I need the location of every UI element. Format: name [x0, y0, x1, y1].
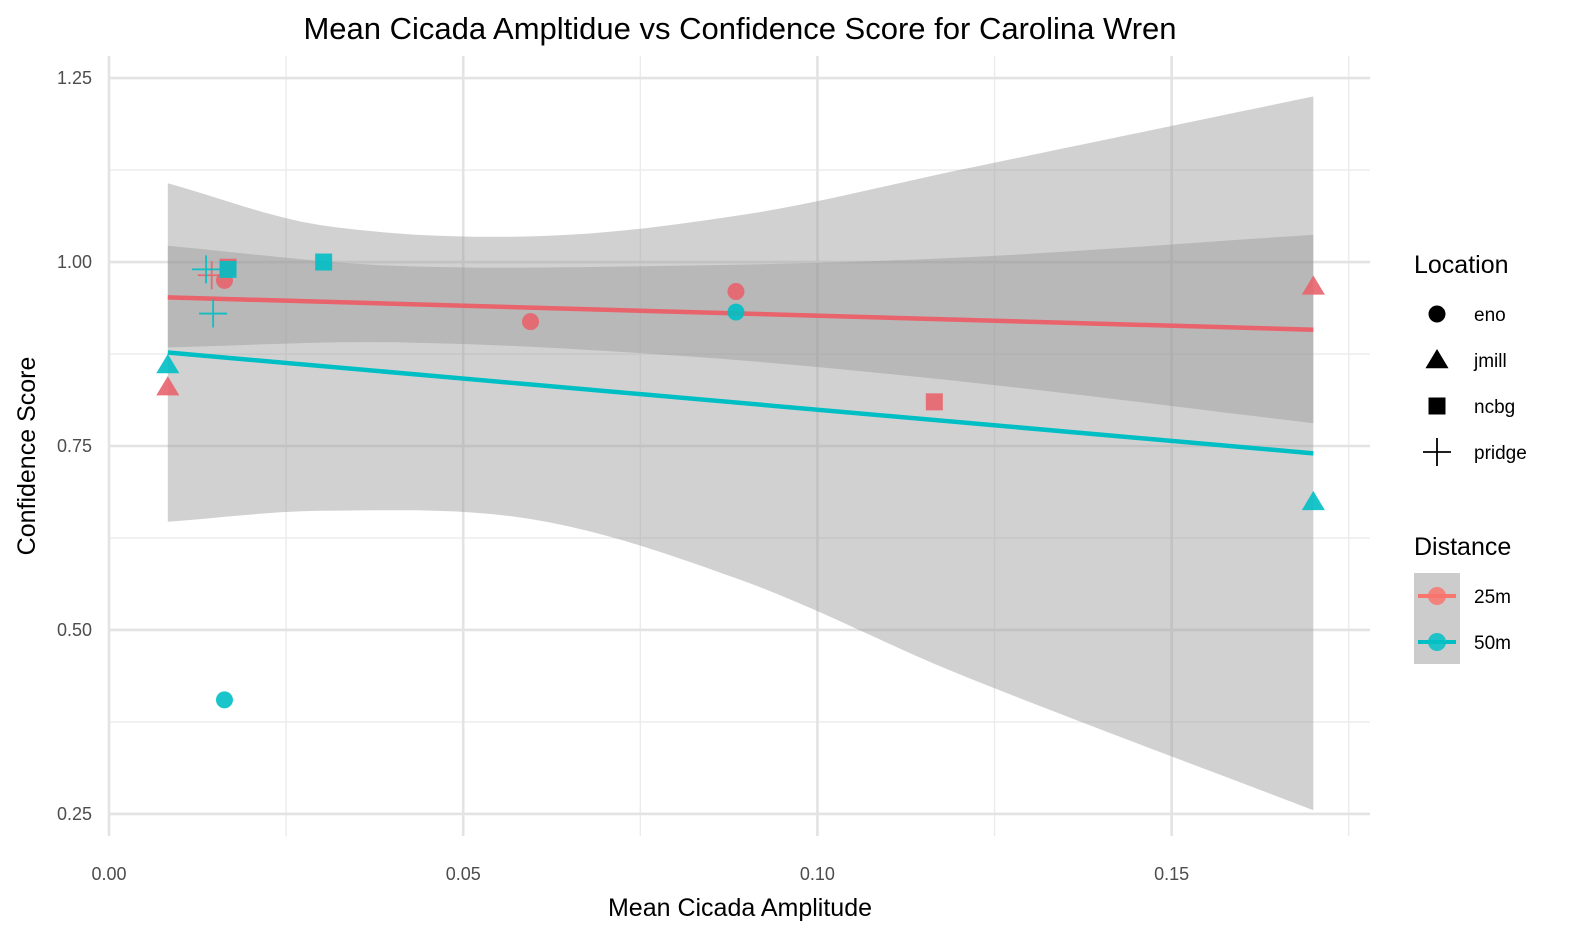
grid-lines	[107, 56, 1370, 836]
legend-title-distance: Distance	[1414, 533, 1511, 561]
legend-label-location: ncbg	[1474, 397, 1515, 418]
confidence-bands	[167, 96, 1314, 811]
y-tick-label: 0.50	[57, 620, 92, 640]
fit-line-50m	[167, 350, 1314, 456]
y-tick-label: 1.25	[57, 68, 92, 88]
data-point-25m-eno	[522, 313, 540, 331]
x-axis-label: Mean Cicada Amplitude	[608, 894, 872, 922]
x-tick-label: 0.10	[800, 864, 835, 884]
legend-key-point	[1428, 587, 1446, 605]
y-tick-label: 0.75	[57, 436, 92, 456]
legend-key-point	[1428, 633, 1446, 651]
data-point-50m-ncbg	[219, 260, 237, 278]
y-axis-ticks: 0.25 0.50 0.75 1.00 1.25	[57, 68, 92, 824]
x-tick-label: 0.00	[91, 864, 126, 884]
legend: Location eno jmill ncbg pridge Distance 25m 50m	[1414, 251, 1527, 664]
confidence-band-50m	[167, 96, 1314, 811]
legend-key-square	[1428, 397, 1446, 415]
data-point-50m-jmill	[1301, 490, 1325, 511]
y-tick-label: 0.25	[57, 804, 92, 824]
x-axis-ticks: 0.00 0.05 0.10 0.15	[91, 864, 1189, 884]
data-point-25m-jmill	[1301, 275, 1325, 295]
x-tick-label: 0.15	[1154, 864, 1189, 884]
legend-label-location: jmill	[1473, 351, 1507, 372]
legend-label-distance: 25m	[1474, 587, 1511, 608]
data-point-25m-jmill	[156, 376, 180, 396]
data-point-50m-jmill	[156, 354, 180, 374]
y-tick-label: 1.00	[57, 252, 92, 272]
data-point-50m-pridge	[199, 299, 228, 328]
data-point-25m-ncbg	[925, 393, 943, 411]
data-points	[156, 253, 1325, 709]
y-axis-label: Confidence Score	[13, 357, 41, 556]
legend-key-circle	[1428, 305, 1446, 323]
data-point-50m-eno	[215, 691, 233, 709]
data-point-25m-eno	[727, 282, 745, 300]
legend-key-triangle	[1425, 349, 1449, 369]
chart-title: Mean Cicada Ampltidue vs Confidence Scor…	[303, 11, 1176, 46]
legend-key-plus	[1423, 438, 1451, 466]
legend-label-distance: 50m	[1474, 633, 1511, 654]
legend-label-location: pridge	[1474, 443, 1527, 464]
data-point-50m-ncbg	[315, 253, 333, 271]
legend-title-location: Location	[1414, 251, 1509, 279]
data-point-50m-pridge	[192, 255, 221, 284]
legend-label-location: eno	[1474, 305, 1506, 326]
confidence-band-25m	[167, 234, 1314, 424]
data-point-50m-eno	[727, 303, 745, 321]
x-tick-label: 0.05	[446, 864, 481, 884]
